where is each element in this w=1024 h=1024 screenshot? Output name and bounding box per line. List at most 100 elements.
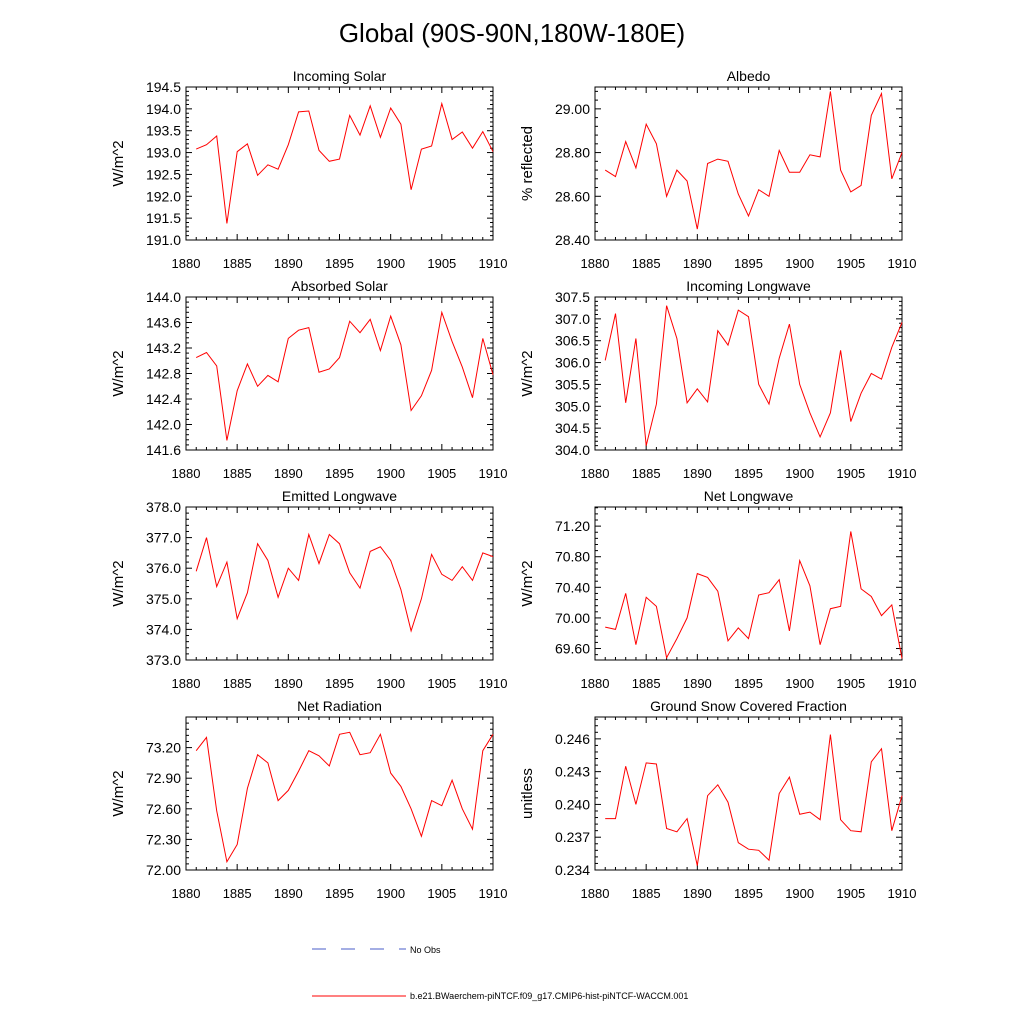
x-tick-label: 1910 <box>888 886 917 901</box>
x-tick-label: 1880 <box>172 886 201 901</box>
x-tick-label: 1880 <box>581 466 610 481</box>
y-tick-label: 73.20 <box>146 740 181 756</box>
x-tick-label: 1905 <box>427 466 456 481</box>
x-tick-label: 1905 <box>427 676 456 691</box>
chart-title: Incoming Solar <box>293 68 387 84</box>
y-tick-label: 70.00 <box>555 610 590 626</box>
x-tick-label: 1905 <box>836 676 865 691</box>
series-line <box>195 731 494 864</box>
x-tick-label: 1890 <box>274 466 303 481</box>
x-tick-label: 1880 <box>581 256 610 271</box>
x-tick-label: 1885 <box>632 256 661 271</box>
y-tick-label: 0.240 <box>555 796 590 812</box>
y-tick-label: 306.5 <box>555 333 590 349</box>
figure-title: Global (90S-90N,180W-180E) <box>339 18 685 48</box>
chart-title: Net Radiation <box>297 698 382 714</box>
y-tick-label: 194.5 <box>146 79 181 95</box>
x-tick-label: 1900 <box>376 466 405 481</box>
y-tick-label: 191.0 <box>146 232 181 248</box>
y-tick-label: 69.60 <box>555 641 590 657</box>
x-tick-label: 1905 <box>836 886 865 901</box>
series-line <box>604 305 903 446</box>
x-tick-label: 1895 <box>325 466 354 481</box>
y-tick-label: 375.0 <box>146 591 181 607</box>
series-line <box>195 310 494 441</box>
y-tick-label: 376.0 <box>146 560 181 576</box>
y-tick-label: 374.0 <box>146 621 181 637</box>
y-tick-label: 194.0 <box>146 101 181 117</box>
x-tick-label: 1880 <box>172 466 201 481</box>
series-line <box>604 91 903 230</box>
y-axis-label: W/m^2 <box>519 350 536 396</box>
y-tick-label: 304.5 <box>555 420 590 436</box>
y-tick-label: 142.8 <box>146 366 181 382</box>
plot-frame <box>185 506 494 661</box>
y-tick-label: 72.60 <box>146 801 181 817</box>
y-axis-label: W/m^2 <box>110 350 127 396</box>
x-tick-label: 1885 <box>223 466 252 481</box>
y-axis-label: unitless <box>519 768 536 819</box>
y-tick-label: 28.80 <box>555 145 590 161</box>
y-tick-label: 72.00 <box>146 862 181 878</box>
y-axis-label: W/m^2 <box>110 560 127 606</box>
y-tick-label: 305.5 <box>555 376 590 392</box>
y-tick-label: 29.00 <box>555 101 590 117</box>
chart-panel: Ground Snow Covered Fraction 1880 1885 1890… <box>519 698 916 901</box>
y-tick-label: 307.5 <box>555 289 590 305</box>
x-tick-label: 1895 <box>734 256 763 271</box>
y-tick-label: 0.237 <box>555 829 590 845</box>
x-tick-label: 1905 <box>836 466 865 481</box>
x-tick-label: 1895 <box>734 466 763 481</box>
plot-frame <box>185 86 494 241</box>
y-tick-label: 377.0 <box>146 530 181 546</box>
x-tick-label: 1895 <box>325 886 354 901</box>
x-tick-label: 1905 <box>836 256 865 271</box>
x-tick-label: 1900 <box>376 676 405 691</box>
y-tick-label: 70.40 <box>555 579 590 595</box>
x-tick-label: 1910 <box>888 256 917 271</box>
y-tick-label: 141.6 <box>146 442 181 458</box>
y-tick-label: 307.0 <box>555 311 590 327</box>
chart-title: Ground Snow Covered Fraction <box>650 698 847 714</box>
legend-obs-label: No Obs <box>410 945 441 955</box>
x-tick-label: 1885 <box>223 256 252 271</box>
chart-panel: Incoming Longwave 1880 1885 1890 1895 1900 190… <box>519 278 916 481</box>
x-tick-label: 1910 <box>888 466 917 481</box>
series-line <box>195 532 494 633</box>
x-tick-label: 1895 <box>734 886 763 901</box>
x-tick-label: 1885 <box>223 886 252 901</box>
legend-model-label: b.e21.BWaerchem-piNTCF.f09_g17.CMIP6-his… <box>410 991 688 1001</box>
x-tick-label: 1890 <box>274 676 303 691</box>
x-tick-label: 1900 <box>785 256 814 271</box>
series-line <box>605 531 903 660</box>
x-tick-label: 1880 <box>581 886 610 901</box>
y-tick-label: 191.5 <box>146 210 181 226</box>
chart-title: Net Longwave <box>704 488 794 504</box>
x-tick-label: 1880 <box>581 676 610 691</box>
x-tick-label: 1890 <box>683 256 712 271</box>
x-tick-label: 1880 <box>172 676 201 691</box>
y-tick-label: 193.5 <box>146 123 181 139</box>
y-tick-label: 0.243 <box>555 764 590 780</box>
chart-panel: Absorbed Solar 1880 1885 1890 1895 1900 1905 19… <box>110 278 507 481</box>
y-tick-label: 70.80 <box>555 549 590 565</box>
x-tick-label: 1905 <box>427 256 456 271</box>
x-tick-label: 1910 <box>479 466 508 481</box>
y-tick-label: 192.5 <box>146 166 181 182</box>
y-tick-label: 378.0 <box>146 499 181 515</box>
x-tick-label: 1900 <box>376 886 405 901</box>
x-tick-label: 1910 <box>479 256 508 271</box>
x-tick-label: 1890 <box>274 886 303 901</box>
x-tick-label: 1890 <box>274 256 303 271</box>
chart-title: Incoming Longwave <box>686 278 811 294</box>
y-tick-label: 142.4 <box>146 391 181 407</box>
y-tick-label: 28.60 <box>555 188 590 204</box>
y-tick-label: 305.0 <box>555 398 590 414</box>
x-tick-label: 1885 <box>632 676 661 691</box>
chart-panel: Net Longwave 1880 1885 1890 1895 1900 1905 1910… <box>519 488 916 691</box>
y-tick-label: 304.0 <box>555 442 590 458</box>
chart-title: Absorbed Solar <box>291 278 388 294</box>
x-tick-label: 1890 <box>683 676 712 691</box>
y-tick-label: 373.0 <box>146 652 181 668</box>
x-tick-label: 1910 <box>888 676 917 691</box>
